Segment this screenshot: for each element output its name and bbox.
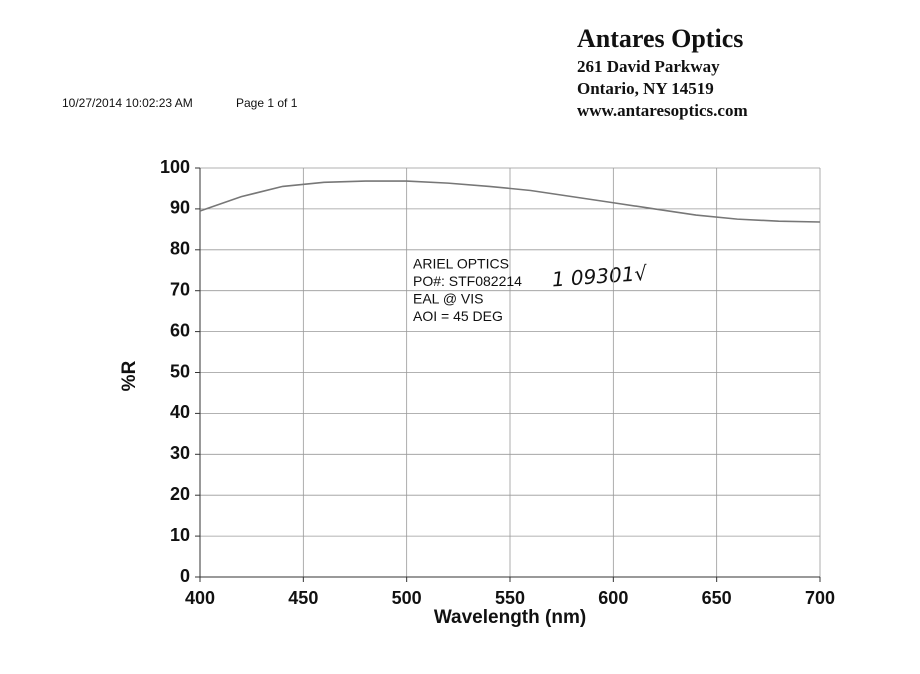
x-tick-label: 700 (805, 588, 835, 608)
y-tick-label: 60 (170, 320, 190, 340)
company-name: Antares Optics (577, 24, 743, 53)
y-tick-label: 100 (160, 157, 190, 177)
x-tick-label: 550 (495, 588, 525, 608)
y-tick-label: 30 (170, 443, 190, 463)
y-axis-label: %R (119, 360, 140, 391)
y-tick-label: 50 (170, 361, 190, 381)
website: www.antaresoptics.com (577, 101, 748, 120)
x-tick-label: 400 (185, 588, 215, 608)
x-tick-label: 650 (702, 588, 732, 608)
timestamp: 10/27/2014 10:02:23 AM (62, 96, 193, 110)
x-tick-label: 450 (288, 588, 318, 608)
y-tick-label: 80 (170, 239, 190, 259)
y-tick-label: 90 (170, 198, 190, 218)
data-line (199, 180, 821, 223)
annotation-line: PO#: STF082214 (413, 273, 522, 289)
address-line: 261 David Parkway (577, 57, 720, 76)
annotation-line: ARIEL OPTICS (413, 256, 509, 272)
address-line: Ontario, NY 14519 (577, 79, 714, 98)
x-axis-label: Wavelength (nm) (434, 607, 586, 628)
y-tick-label: 20 (170, 484, 190, 504)
annotation-line: EAL @ VIS (413, 291, 484, 307)
y-tick-label: 0 (180, 566, 190, 586)
x-tick-label: 500 (392, 588, 422, 608)
y-tick-label: 70 (170, 279, 190, 299)
page-number: Page 1 of 1 (236, 96, 298, 110)
y-tick-label: 10 (170, 525, 190, 545)
y-tick-label: 40 (170, 402, 190, 422)
annotation-line: AOI = 45 DEG (413, 308, 503, 324)
x-tick-label: 600 (598, 588, 628, 608)
